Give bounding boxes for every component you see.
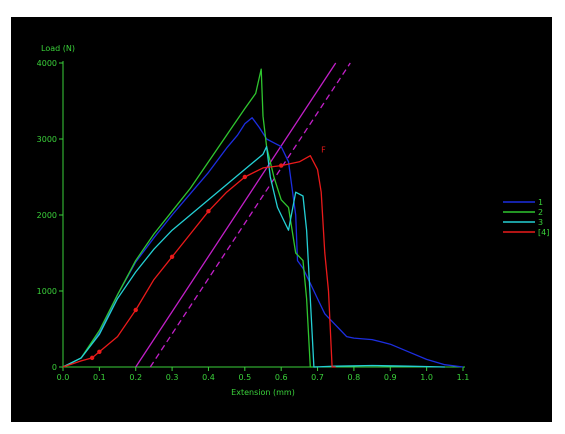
legend-label: 2 [538,208,543,217]
annotations: F [321,146,326,155]
series-point [206,209,211,214]
series-point [89,355,95,361]
y-axis-title: Load (N) [41,44,75,53]
x-tick-label: 0.9 [384,373,397,382]
chart-svg: 0.0 0.1 0.2 0.3 0.4 0.5 0.6 0.7 0.8 0.9 1.0 1.1 0 100… [37,44,550,397]
annotation-label: F [321,146,326,155]
series-line-4 [62,155,336,368]
series-line-2 [62,68,318,368]
x-tick-label: 0.3 [166,373,179,382]
series-point [169,254,175,259]
chart-panel: 0.0 0.1 0.2 0.3 0.4 0.5 0.6 0.7 0.8 0.9 1.0 1.1 0 100… [11,17,552,422]
x-tick-label: 0.8 [348,373,361,382]
axes-layer: 0.0 0.1 0.2 0.3 0.4 0.5 0.6 0.7 0.8 0.9 1.0 1.1 0 100… [37,44,470,397]
series-point [278,163,284,168]
y-tick-label: 4000 [37,59,57,68]
x-axis-title: Extension (mm) [231,388,295,397]
y-tick-label: 2000 [37,211,57,220]
series-point [97,349,102,354]
series-line-1 [62,117,464,368]
x-tick-label: 0.7 [311,373,324,382]
x-tick-label: 1.0 [420,373,433,382]
series-point [133,307,138,313]
y-tick-label: 0 [52,363,57,372]
legend: 123[4] [503,198,549,237]
y-tick-label: 1000 [37,287,57,296]
series-line-3 [62,145,445,368]
reference-lines [135,62,351,368]
x-tick-label: 0.6 [275,373,288,382]
series-layer [62,68,464,368]
x-tick-label: 0.1 [93,373,106,382]
legend-label: [4] [538,228,549,237]
reference-line [135,62,337,368]
x-tick-label: 1.1 [457,373,470,382]
reference-line [149,62,351,368]
x-tick-label: 0.0 [57,373,70,382]
series-point [242,174,248,180]
x-tick-label: 0.5 [238,373,251,382]
x-tick-label: 0.2 [129,373,142,382]
x-tick-label: 0.4 [202,373,215,382]
y-tick-label: 3000 [37,135,57,144]
legend-label: 3 [538,218,543,227]
legend-label: 1 [538,198,543,207]
